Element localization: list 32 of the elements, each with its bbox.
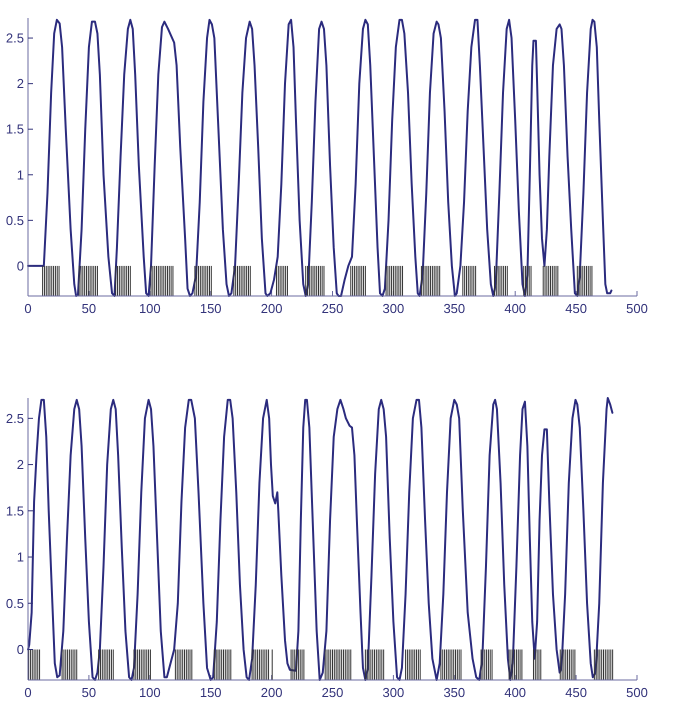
y-tick-label: 0 (16, 642, 24, 657)
x-tick-label: 100 (138, 301, 161, 316)
x-tick-label: 100 (138, 685, 161, 700)
y-tick-label: 1 (16, 550, 24, 565)
y-tick-label: 2 (16, 76, 24, 92)
x-tick-label: 350 (443, 301, 466, 316)
x-tick-label: 150 (200, 301, 222, 316)
y-tick-label: 2.5 (6, 410, 24, 426)
y-tick-label: 1.5 (6, 122, 24, 137)
x-tick-label: 250 (322, 685, 344, 700)
x-tick-label: 500 (626, 685, 648, 700)
x-tick-label: 200 (260, 685, 282, 700)
y-tick-label: 2.5 (6, 30, 24, 46)
y-tick-label: 0.5 (6, 212, 24, 228)
y-tick-label: 0.5 (6, 596, 24, 611)
x-tick-label: 350 (443, 685, 466, 700)
x-tick-label: 50 (82, 301, 96, 316)
x-tick-label: 300 (382, 685, 404, 700)
x-tick-label: 400 (504, 685, 526, 700)
x-tick-label: 300 (382, 301, 404, 316)
x-tick-label: 450 (565, 301, 587, 316)
y-tick-label: 2 (16, 457, 24, 472)
x-tick-label: 250 (322, 301, 344, 316)
y-tick-label: 1.5 (6, 503, 24, 518)
x-tick-label: 450 (565, 685, 587, 700)
y-tick-label: 0 (16, 258, 24, 274)
x-tick-label: 50 (82, 685, 96, 700)
y-tick-label: 1 (16, 167, 24, 182)
x-tick-label: 200 (260, 301, 282, 316)
x-tick-label: 150 (200, 685, 222, 700)
x-tick-label: 500 (626, 301, 648, 316)
x-tick-label: 400 (504, 301, 526, 316)
